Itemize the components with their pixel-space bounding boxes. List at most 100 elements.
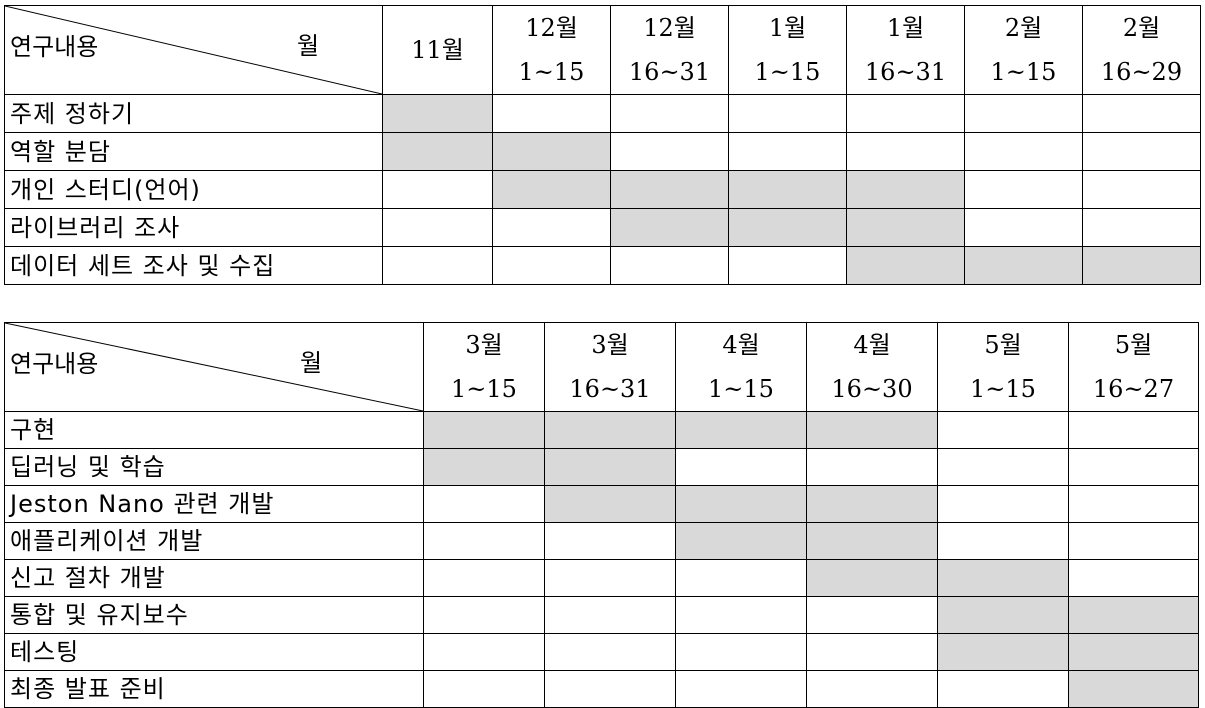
corner-month-label: 월	[300, 349, 323, 377]
period-range: 16~27	[1092, 375, 1175, 403]
task-name-cell: 딥러닝 및 학습	[4, 448, 424, 486]
task-name-cell: 구현	[4, 411, 424, 449]
scheduled-cell	[544, 485, 676, 523]
empty-cell	[382, 208, 493, 247]
scheduled-cell	[675, 522, 807, 560]
task-name-cell: 통합 및 유지보수	[4, 596, 424, 634]
empty-cell	[610, 246, 729, 285]
scheduled-cell	[1068, 596, 1199, 634]
empty-cell	[806, 633, 938, 671]
scheduled-cell	[492, 170, 611, 209]
period-header-cell: 2월 1~15	[964, 5, 1083, 95]
scheduled-cell	[728, 208, 847, 247]
period-range: 16~30	[831, 375, 913, 403]
empty-cell	[806, 596, 938, 634]
empty-cell	[964, 132, 1083, 171]
period-range: 16~31	[569, 375, 651, 403]
task-row: 개인 스터디(언어)	[4, 170, 1201, 209]
empty-cell	[544, 596, 676, 634]
scheduled-cell	[610, 208, 729, 247]
header-row: 연구내용 월 11월 12월 1~15 12월 16~31 1월 1~15 1월 16~31 2월 1~…	[4, 5, 1201, 95]
task-name-cell: 데이터 세트 조사 및 수집	[4, 246, 383, 285]
empty-cell	[382, 170, 493, 209]
task-row: 구현	[4, 411, 1199, 449]
empty-cell	[423, 522, 545, 560]
corner-task-label: 연구내용	[10, 350, 99, 378]
scheduled-cell	[728, 170, 847, 209]
period-range: 1~15	[970, 375, 1036, 403]
period-header-cell: 1월 16~31	[846, 5, 965, 95]
task-name-cell: 애플리케이션 개발	[4, 522, 424, 560]
empty-cell	[964, 94, 1083, 133]
scheduled-cell	[423, 411, 545, 449]
period-range: 16~31	[628, 58, 711, 86]
empty-cell	[728, 94, 847, 133]
empty-cell	[675, 448, 807, 486]
empty-cell	[1082, 208, 1201, 247]
empty-cell	[675, 633, 807, 671]
period-range: 1~15	[990, 58, 1057, 86]
task-name-cell: Jeston Nano 관련 개발	[4, 485, 424, 523]
empty-cell	[964, 208, 1083, 247]
period-month: 3월	[465, 331, 503, 359]
empty-cell	[937, 411, 1069, 449]
scheduled-cell	[544, 448, 676, 486]
empty-cell	[1068, 522, 1199, 560]
empty-cell	[806, 670, 938, 708]
scheduled-cell	[937, 559, 1069, 597]
period-month: 4월	[853, 331, 891, 359]
scheduled-cell	[610, 170, 729, 209]
scheduled-cell	[1068, 633, 1199, 671]
empty-cell	[937, 522, 1069, 560]
period-header-cell: 12월 1~15	[492, 5, 611, 95]
header-row: 연구내용 월 3월 1~15 3월 16~31 4월 1~15 4월 16~30 5월 1~15 5월 1…	[4, 322, 1199, 412]
task-name-cell: 주제 정하기	[4, 94, 383, 133]
scheduled-cell	[1068, 670, 1199, 708]
scheduled-cell	[492, 132, 611, 171]
period-header-cell: 11월	[382, 5, 493, 95]
task-name-cell: 역할 분담	[4, 132, 383, 171]
schedule-table-2: 연구내용 월 3월 1~15 3월 16~31 4월 1~15 4월 16~30 5월 1~15 5월 1…	[4, 322, 1199, 708]
empty-cell	[1082, 94, 1201, 133]
empty-cell	[544, 559, 676, 597]
empty-cell	[937, 485, 1069, 523]
period-month: 5월	[1114, 331, 1153, 359]
period-range: 1~15	[451, 375, 517, 403]
period-month: 2월	[1004, 14, 1043, 42]
scheduled-cell	[806, 411, 938, 449]
task-name-cell: 라이브러리 조사	[4, 208, 383, 247]
empty-cell	[423, 596, 545, 634]
period-range: 16~29	[1100, 58, 1183, 86]
period-month: 3월	[591, 331, 629, 359]
period-header-cell: 4월 1~15	[675, 322, 807, 412]
period-range: 16~31	[864, 58, 947, 86]
empty-cell	[610, 94, 729, 133]
period-header-cell: 2월 16~29	[1082, 5, 1201, 95]
empty-cell	[846, 132, 965, 171]
task-name-cell: 신고 절차 개발	[4, 559, 424, 597]
period-header-cell: 5월 1~15	[937, 322, 1069, 412]
task-row: 테스팅	[4, 633, 1199, 671]
empty-cell	[423, 670, 545, 708]
empty-cell	[382, 246, 493, 285]
empty-cell	[806, 448, 938, 486]
scheduled-cell	[423, 448, 545, 486]
period-header-cell: 1월 1~15	[728, 5, 847, 95]
diagonal-divider	[5, 323, 423, 411]
scheduled-cell	[544, 411, 676, 449]
task-row: 라이브러리 조사	[4, 208, 1201, 247]
period-range: 1~15	[708, 375, 774, 403]
empty-cell	[544, 522, 676, 560]
period-month: 5월	[984, 331, 1022, 359]
task-row: 통합 및 유지보수	[4, 596, 1199, 634]
empty-cell	[1068, 559, 1199, 597]
empty-cell	[492, 94, 611, 133]
task-name-cell: 최종 발표 준비	[4, 670, 424, 708]
empty-cell	[1068, 411, 1199, 449]
empty-cell	[492, 208, 611, 247]
corner-header-cell: 연구내용 월	[4, 5, 383, 95]
empty-cell	[675, 559, 807, 597]
scheduled-cell	[937, 633, 1069, 671]
period-month: 1월	[768, 14, 807, 42]
scheduled-cell	[846, 246, 965, 285]
